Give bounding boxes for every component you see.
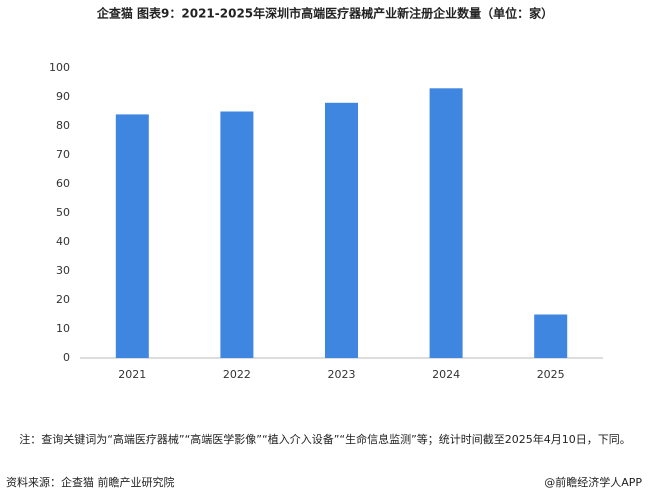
chart-title: 企查猫 图表9：2021-2025年深圳市高端医疗器械产业新注册企业数量（单位：… — [96, 6, 553, 21]
x-tick-label: 2023 — [328, 368, 356, 381]
y-tick-label: 10 — [56, 322, 70, 335]
bar — [429, 88, 463, 359]
bar — [534, 314, 568, 358]
y-tick-label: 50 — [56, 206, 70, 219]
bar — [325, 102, 358, 358]
y-tick-label: 30 — [56, 264, 70, 277]
chart: 企查猫 图表9：2021-2025年深圳市高端医疗器械产业新注册企业数量（单位：… — [49, 6, 603, 381]
bar — [220, 111, 254, 358]
y-tick-label: 20 — [56, 293, 70, 306]
x-tick-label: 2021 — [118, 368, 146, 381]
x-tick-label: 2024 — [432, 368, 460, 381]
y-tick-label: 80 — [56, 119, 70, 132]
source: 资料来源：企查猫 前瞻产业研究院 — [6, 476, 175, 489]
credit: @前瞻经济学人APP — [544, 476, 642, 489]
y-tick-label: 40 — [56, 235, 70, 248]
bar — [115, 114, 149, 359]
y-tick-label: 100 — [49, 61, 70, 74]
x-tick-label: 2025 — [537, 368, 565, 381]
y-tick-label: 60 — [56, 177, 70, 190]
x-tick-label: 2022 — [223, 368, 251, 381]
y-tick-label: 90 — [56, 90, 70, 103]
y-tick-label: 0 — [63, 351, 70, 364]
note: 注：查询关键词为“高端医疗器械”“高端医学影像”“植入介入设备”“生命信息监测”… — [19, 433, 631, 446]
y-tick-label: 70 — [56, 148, 70, 161]
